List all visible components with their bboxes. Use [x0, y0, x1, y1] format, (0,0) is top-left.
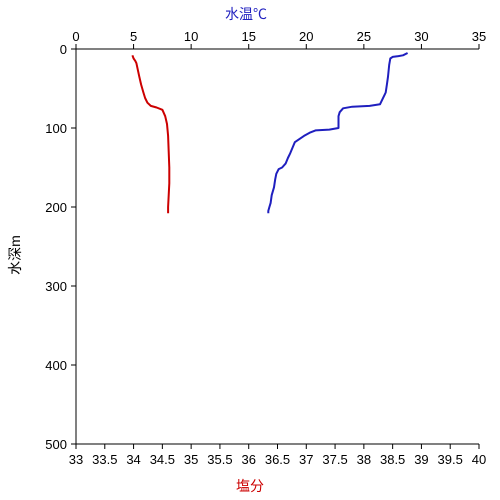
bottom-axis-title: 塩分: [236, 478, 264, 494]
bottom-tick-label: 36: [241, 452, 255, 467]
bottom-tick-label: 39.5: [438, 452, 463, 467]
top-axis-title: 水温℃: [225, 6, 267, 22]
bottom-tick-label: 40: [472, 452, 486, 467]
top-tick-label: 0: [72, 29, 79, 44]
y-tick-label: 500: [45, 437, 67, 452]
top-tick-label: 15: [241, 29, 255, 44]
series-layer: [131, 52, 409, 214]
plot-area: [76, 49, 479, 444]
y-axis-title: 水深m: [7, 235, 23, 275]
bottom-tick-label: 35.5: [207, 452, 232, 467]
top-tick-label: 5: [130, 29, 137, 44]
top-tick-label: 25: [357, 29, 371, 44]
bottom-tick-label: 36.5: [265, 452, 290, 467]
salinity-line: [131, 54, 171, 214]
axes: 0 5 10 15 20 25 30 35 33 33.5 34 34.5 35 35.5 36 36.5 37…: [45, 29, 486, 467]
bottom-tick-label: 33: [69, 452, 83, 467]
top-tick-label: 35: [472, 29, 486, 44]
water-temperature-line: [267, 52, 409, 214]
bottom-tick-label: 34: [126, 452, 140, 467]
bottom-tick-label: 37: [299, 452, 313, 467]
bottom-tick-label: 34.5: [150, 452, 175, 467]
bottom-tick-label: 38.5: [380, 452, 405, 467]
y-tick-label: 100: [45, 121, 67, 136]
bottom-tick-label: 39: [414, 452, 428, 467]
y-tick-label: 400: [45, 358, 67, 373]
bottom-tick-label: 38: [357, 452, 371, 467]
y-tick-label: 300: [45, 279, 67, 294]
y-tick-label: 0: [60, 42, 67, 57]
top-tick-label: 10: [184, 29, 198, 44]
top-tick-label: 30: [414, 29, 428, 44]
y-tick-label: 200: [45, 200, 67, 215]
bottom-tick-label: 33.5: [92, 452, 117, 467]
bottom-tick-label: 37.5: [322, 452, 347, 467]
bottom-tick-label: 35: [184, 452, 198, 467]
top-tick-label: 20: [299, 29, 313, 44]
